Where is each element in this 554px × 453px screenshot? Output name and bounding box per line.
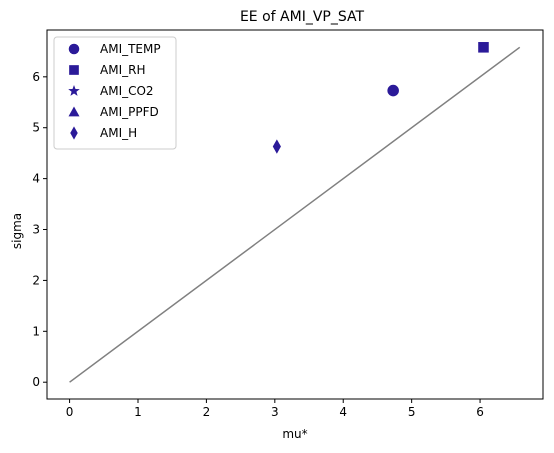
y-tick-label: 0	[32, 375, 40, 389]
x-tick-label: 6	[476, 405, 484, 419]
reference-line	[69, 46, 521, 383]
legend-label: AMI_RH	[100, 63, 145, 77]
legend-label: AMI_CO2	[100, 84, 154, 98]
y-tick-label: 4	[32, 172, 40, 186]
legend-marker-ami-ppfd	[68, 106, 80, 117]
legend-label: AMI_H	[100, 126, 137, 140]
legend-marker-ami-temp	[68, 43, 80, 55]
chart-title: EE of AMI_VP_SAT	[240, 9, 365, 25]
x-tick-label: 1	[134, 405, 142, 419]
y-axis-label: sigma	[10, 213, 24, 249]
x-tick-label: 5	[408, 405, 416, 419]
data-point-ami-h	[272, 139, 281, 154]
legend	[53, 36, 177, 150]
x-tick-label: 3	[271, 405, 279, 419]
x-axis-label: mu*	[282, 427, 307, 441]
x-tick-label: 4	[339, 405, 347, 419]
legend-marker-ami-rh	[69, 65, 79, 75]
x-tick-label: 0	[66, 405, 74, 419]
data-point-ami-rh	[478, 42, 489, 53]
plot-area: 0 1 2 3 4 5 6 0 1 2 3 4 5 6 AMI_TEMP AMI_RH AMI_CO2 AMI_P…	[32, 29, 544, 419]
y-tick-label: 6	[32, 70, 40, 84]
data-point-ami-temp	[387, 84, 399, 97]
plot-frame	[46, 29, 544, 400]
legend-label: AMI_TEMP	[100, 42, 161, 56]
y-tick-label: 5	[32, 121, 40, 135]
x-tick-label: 2	[203, 405, 211, 419]
legend-label: AMI_PPFD	[100, 105, 159, 119]
legend-marker-ami-co2	[68, 84, 80, 96]
y-tick-label: 1	[32, 324, 40, 338]
y-tick-label: 3	[32, 223, 40, 237]
y-tick-label: 2	[32, 273, 40, 287]
legend-marker-ami-h	[70, 126, 78, 140]
